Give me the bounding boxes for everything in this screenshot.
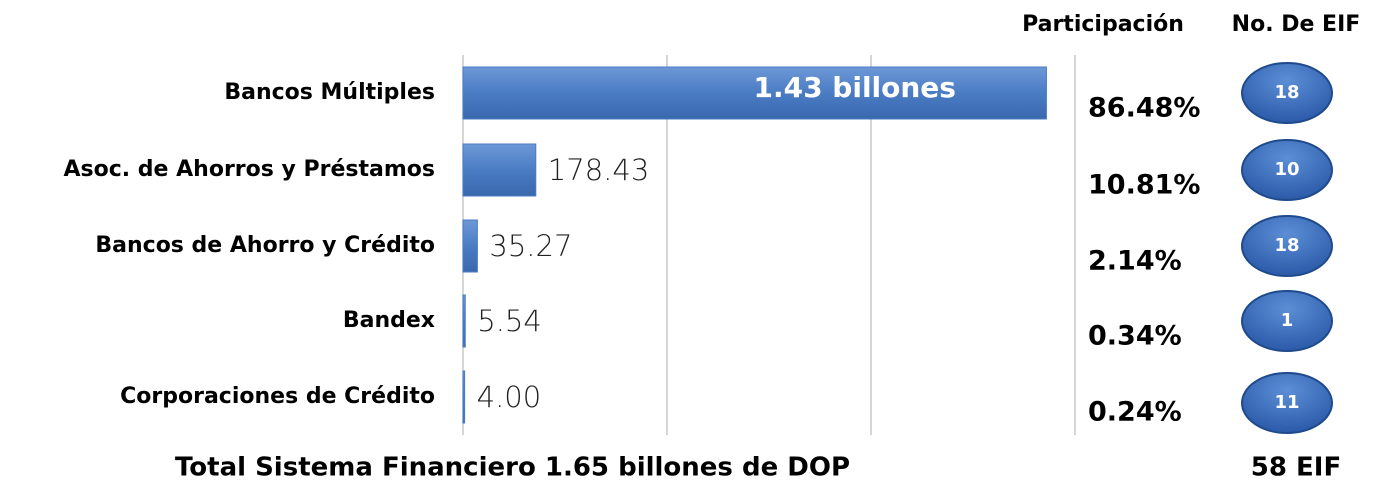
value-label: 4.00 — [477, 380, 542, 414]
participation-header: Participación — [1022, 12, 1184, 37]
category-label: Bancos Múltiples — [224, 80, 435, 105]
participation-label: 0.24% — [1088, 397, 1182, 428]
eif-count: 18 — [1274, 235, 1299, 256]
eif-header: No. De EIF — [1232, 12, 1361, 37]
bar — [462, 143, 537, 197]
value-label: 178.43 — [548, 153, 649, 187]
participation-label: 0.34% — [1088, 321, 1182, 352]
participation-label: 2.14% — [1088, 246, 1182, 277]
eif-badge — [1241, 215, 1333, 277]
bar — [462, 294, 466, 348]
eif-count: 18 — [1274, 82, 1299, 103]
total-label: Total Sistema Financiero 1.65 billones d… — [175, 453, 850, 483]
bar — [462, 66, 1047, 120]
eif-badge — [1241, 372, 1333, 434]
eif-badge — [1241, 62, 1333, 124]
category-label: Corporaciones de Crédito — [120, 384, 435, 409]
category-label: Asoc. de Ahorros y Préstamos — [64, 157, 435, 182]
value-label: 35.27 — [489, 229, 572, 263]
eif-count: 11 — [1274, 392, 1299, 413]
eif-badge — [1241, 290, 1333, 352]
value-label: 1.43 billones — [753, 71, 956, 104]
category-label: Bancos de Ahorro y Crédito — [95, 233, 435, 258]
eif-badge — [1241, 139, 1333, 201]
participation-label: 86.48% — [1088, 93, 1200, 124]
total-eif: 58 EIF — [1251, 453, 1341, 483]
category-label: Bandex — [343, 308, 435, 333]
value-label: 5.54 — [477, 304, 542, 338]
participation-label: 10.81% — [1088, 170, 1200, 201]
eif-count: 1 — [1281, 310, 1294, 331]
bar — [462, 370, 466, 424]
bar — [462, 219, 478, 273]
eif-count: 10 — [1274, 159, 1299, 180]
